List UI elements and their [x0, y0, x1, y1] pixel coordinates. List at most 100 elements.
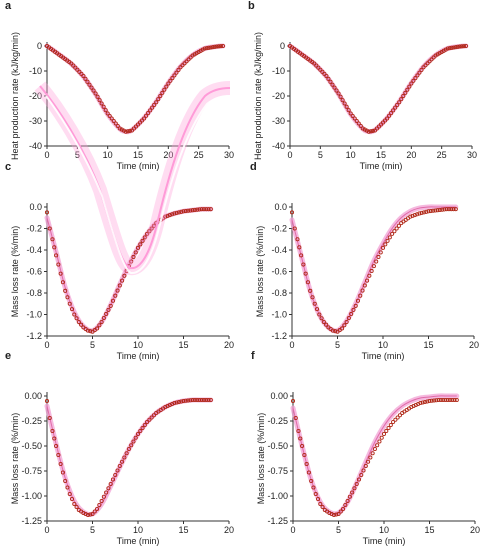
measured-point [443, 397, 448, 403]
measured-point [74, 504, 79, 510]
model-fit-line [46, 399, 211, 516]
measured-point [122, 273, 127, 278]
measured-point [206, 207, 211, 212]
model-fit-band [289, 204, 459, 334]
measured-point [438, 397, 443, 403]
x-tick-label: 20 [224, 525, 234, 535]
measured-point [417, 211, 422, 216]
y-tick-label: -0.4 [26, 245, 42, 255]
measured-point [297, 245, 302, 250]
y-tick-label: -0.8 [271, 288, 287, 298]
x-tick-label: 5 [318, 150, 323, 160]
measured-point [106, 307, 111, 312]
y-axis-title: Heat production rate (kJ/kg/min) [253, 32, 263, 160]
measured-point [295, 237, 300, 242]
measured-point [380, 245, 386, 250]
measured-point [430, 208, 436, 213]
measured-point [332, 85, 337, 90]
measured-point [303, 271, 308, 276]
measured-point [336, 511, 341, 517]
y-tick-label: 0.00 [270, 391, 288, 401]
measured-point [106, 486, 111, 491]
y-tick-label: 0.0 [274, 202, 287, 212]
measured-point [315, 496, 321, 502]
measured-point [368, 455, 373, 460]
measured-point [434, 398, 439, 403]
measured-point [145, 231, 150, 236]
measured-point [344, 319, 349, 325]
measured-point [360, 126, 365, 131]
measured-point [99, 319, 104, 325]
measured-point [392, 229, 397, 234]
measured-point [107, 113, 112, 119]
measured-point [58, 461, 63, 467]
measured-point [363, 463, 368, 469]
y-tick-label: -0.75 [21, 466, 42, 476]
measured-point [452, 397, 457, 403]
measured-point [101, 315, 106, 321]
measured-point [72, 312, 77, 317]
measured-point [383, 242, 388, 247]
measured-point [216, 44, 221, 49]
y-tick-label: 0.0 [29, 202, 42, 212]
measured-point [181, 209, 186, 214]
measured-point [445, 397, 450, 403]
y-tick-label: -30 [272, 116, 285, 126]
measured-point [85, 512, 90, 518]
measured-point [104, 311, 109, 317]
x-tick-label: 15 [178, 340, 188, 350]
measured-point [451, 207, 456, 212]
measured-point [79, 71, 84, 76]
measured-point [149, 415, 154, 420]
measured-point [421, 210, 427, 215]
measured-point [316, 65, 321, 70]
y-tick-label: -1.2 [26, 331, 42, 341]
measured-point [87, 82, 92, 87]
measured-point [72, 501, 77, 507]
measured-point [73, 65, 78, 70]
measured-point [334, 88, 339, 93]
y-tick-label: -10 [29, 66, 42, 76]
measured-point [115, 123, 120, 129]
measured-point [446, 207, 452, 212]
x-tick-label: 10 [379, 525, 389, 535]
panel-letter: a [5, 0, 12, 12]
measured-point [129, 259, 134, 264]
measured-point [54, 443, 59, 449]
measured-point [208, 45, 213, 50]
x-axis-title: Time (min) [117, 161, 160, 171]
measured-point [351, 307, 356, 312]
measured-point [314, 307, 320, 312]
measured-point [93, 91, 98, 96]
x-axis-title: Time (min) [117, 351, 160, 361]
measured-point [110, 298, 116, 303]
measured-point [89, 85, 94, 90]
measured-point [95, 94, 100, 99]
measured-point [202, 46, 207, 51]
measured-point [305, 280, 310, 285]
measured-point [133, 435, 138, 440]
measured-point [60, 470, 65, 475]
measured-point [308, 288, 313, 293]
measured-point [319, 316, 324, 321]
measured-point [349, 311, 354, 317]
measured-point [441, 397, 446, 403]
measured-point [422, 399, 428, 405]
x-tick-label: 5 [90, 525, 95, 535]
measured-point [172, 73, 177, 78]
measured-point [345, 498, 350, 504]
measured-point [172, 400, 177, 406]
measured-point [312, 61, 317, 66]
measured-point [54, 253, 59, 258]
measured-point [81, 73, 86, 79]
measured-point [148, 108, 153, 113]
panel-letter: f [251, 350, 255, 362]
measured-point [463, 43, 468, 49]
y-axis-title: Mass loss rate (%/min) [255, 226, 265, 318]
y-tick-label: -1.0 [26, 310, 42, 320]
measured-point [105, 111, 110, 116]
measured-point [204, 46, 209, 51]
measured-point [409, 404, 414, 410]
x-tick-label: 15 [133, 150, 143, 160]
measured-point [179, 209, 184, 214]
